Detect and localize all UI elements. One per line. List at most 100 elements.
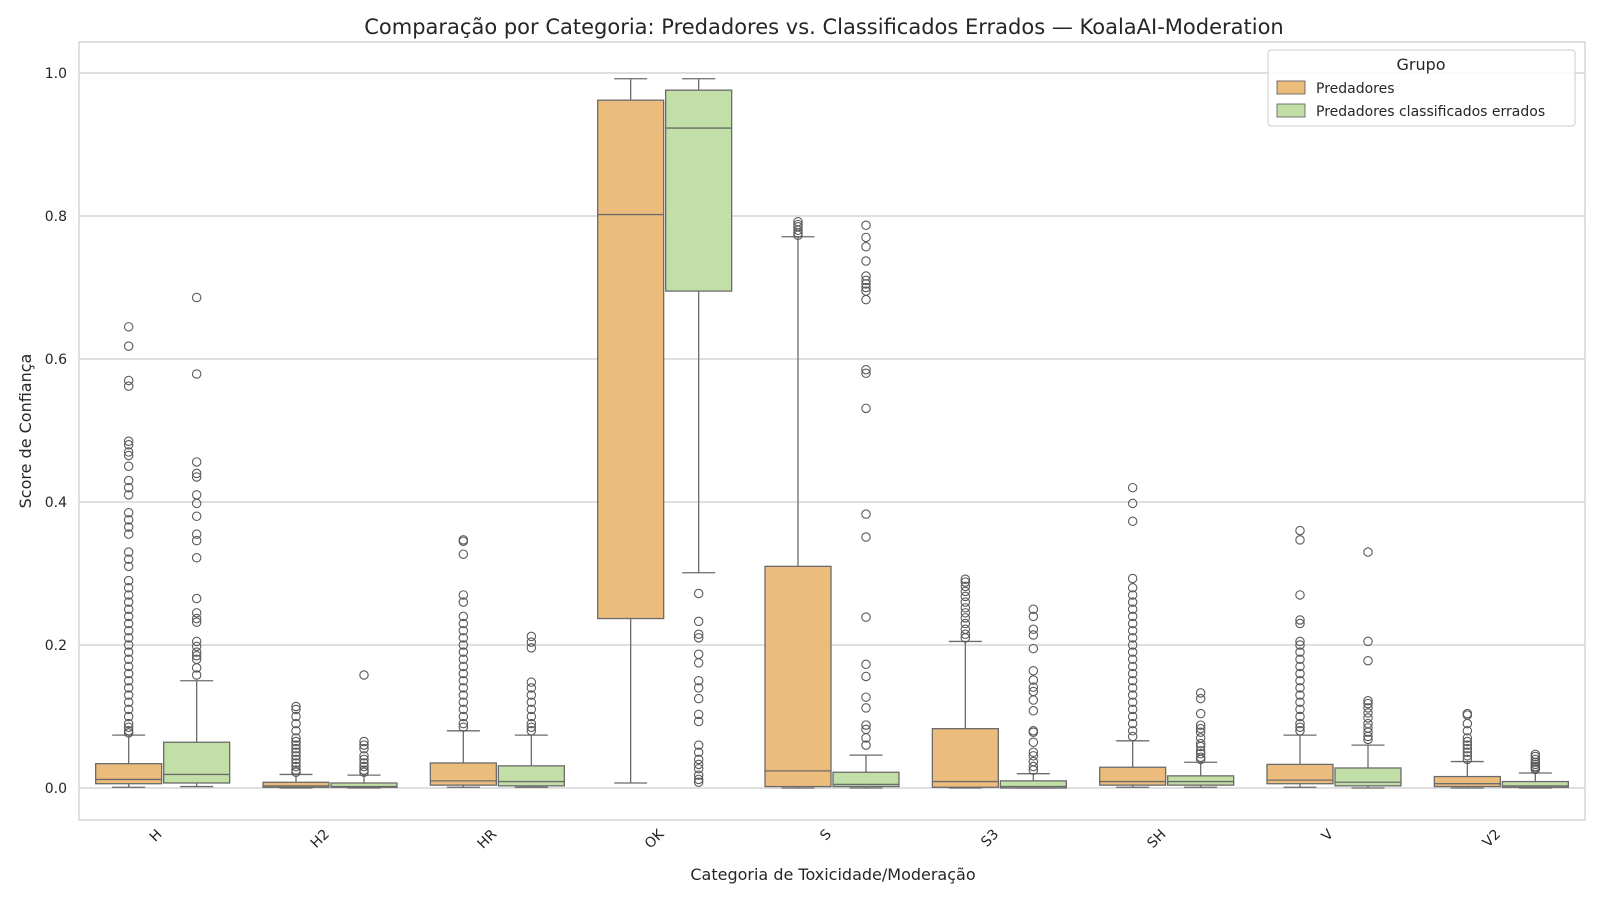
outlier-point: [359, 767, 369, 778]
outlier-point: [526, 722, 537, 732]
y-tick-label: 1.0: [45, 66, 67, 82]
outlier-point: [1195, 754, 1206, 765]
outlier-point: [1295, 618, 1305, 629]
outlier-point: [123, 704, 134, 715]
outlier-point: [1363, 655, 1373, 666]
y-tick-label: 0.8: [45, 209, 67, 225]
outlier-point: [1295, 722, 1305, 732]
outlier-point: [191, 457, 202, 467]
outlier-point: [1363, 713, 1373, 723]
outlier-point: [960, 618, 971, 629]
outlier-point: [123, 547, 134, 557]
outlier-point: [1127, 498, 1138, 509]
outlier-point: [458, 668, 469, 679]
box-iqr: [764, 565, 832, 788]
outlier-point: [1127, 590, 1138, 600]
outlier-point: [123, 683, 134, 693]
outlier-point: [1363, 636, 1373, 647]
outlier-point: [1127, 482, 1138, 493]
outlier-point: [1363, 731, 1373, 742]
outlier-point: [861, 703, 871, 713]
box-iqr: [1501, 780, 1569, 788]
outlier-point: [359, 743, 369, 754]
outlier-point: [861, 403, 871, 414]
outlier-point: [291, 701, 301, 712]
outlier-point: [1127, 704, 1138, 715]
outlier-point: [458, 654, 469, 665]
outlier-point: [291, 740, 301, 750]
outlier-point: [123, 515, 134, 525]
outlier-point: [1295, 535, 1305, 545]
outlier-point: [1028, 761, 1039, 772]
box-iqr: [931, 728, 999, 788]
outlier-point: [458, 536, 469, 547]
outlier-point: [1028, 604, 1039, 614]
outlier-point: [526, 690, 537, 700]
outlier-point: [1127, 618, 1138, 629]
outlier-point: [191, 593, 202, 604]
outlier-point: [1363, 727, 1373, 737]
outlier-point: [1295, 704, 1305, 715]
outlier-point: [123, 450, 134, 461]
outlier-point: [1363, 547, 1373, 557]
outlier-point: [1127, 625, 1138, 636]
outlier-point: [291, 726, 301, 736]
box-iqr: [1334, 767, 1402, 787]
outlier-point: [123, 722, 134, 732]
outlier-point: [123, 490, 134, 500]
y-tick-label: 0.2: [45, 638, 67, 654]
box-h-series-2: [163, 292, 231, 788]
outlier-point: [1363, 703, 1373, 713]
chart-title: Comparação por Categoria: Predadores vs.…: [364, 15, 1284, 39]
outlier-point: [458, 711, 469, 722]
outlier-point: [693, 633, 704, 643]
outlier-point: [191, 650, 202, 661]
legend-swatch-classificados-errados: [1276, 103, 1306, 118]
outlier-point: [1462, 736, 1473, 747]
outlier-point: [123, 654, 134, 665]
x-tick-label-s: S: [817, 826, 835, 844]
outlier-point: [861, 740, 871, 750]
outlier-point: [960, 608, 971, 618]
outlier-point: [1127, 640, 1138, 650]
outlier-point: [1295, 647, 1305, 657]
outlier-point: [123, 647, 134, 657]
outlier-point: [1028, 695, 1039, 705]
outlier-point: [123, 440, 134, 450]
outlier-point: [1363, 708, 1373, 718]
outlier-point: [191, 613, 202, 624]
outlier-point: [191, 641, 202, 652]
outlier-point: [291, 767, 301, 778]
box-hr-series-1: [429, 535, 497, 788]
outlier-point: [291, 718, 301, 729]
outlier-point: [291, 743, 301, 754]
outlier-point: [1295, 654, 1305, 665]
box-iqr: [429, 762, 497, 786]
outlier-point: [960, 581, 971, 592]
outlier-point: [693, 629, 704, 640]
outlier-point: [458, 697, 469, 707]
legend-title: Grupo: [1396, 55, 1445, 74]
outlier-point: [123, 597, 134, 607]
outlier-point: [1195, 708, 1206, 719]
outlier-point: [123, 711, 134, 722]
outlier-point: [960, 613, 971, 623]
outlier-point: [1127, 690, 1138, 700]
outlier-point: [191, 498, 202, 509]
outlier-point: [1127, 711, 1138, 722]
x-tick-label-v: V: [1319, 826, 1337, 844]
outlier-point: [291, 733, 301, 743]
outlier-point: [458, 718, 469, 729]
outlier-point: [1028, 665, 1039, 676]
outlier-point: [191, 608, 202, 618]
outlier-point: [526, 711, 537, 722]
outlier-point: [1195, 727, 1206, 737]
outlier-point: [458, 611, 469, 622]
outlier-point: [1028, 765, 1039, 775]
outlier-point: [1028, 630, 1039, 640]
legend-label-classificados-errados: Predadores classificados errados: [1316, 104, 1545, 120]
outlier-point: [458, 661, 469, 672]
outlier-point: [1295, 726, 1305, 736]
outlier-point: [1127, 647, 1138, 657]
outlier-point: [191, 468, 202, 479]
